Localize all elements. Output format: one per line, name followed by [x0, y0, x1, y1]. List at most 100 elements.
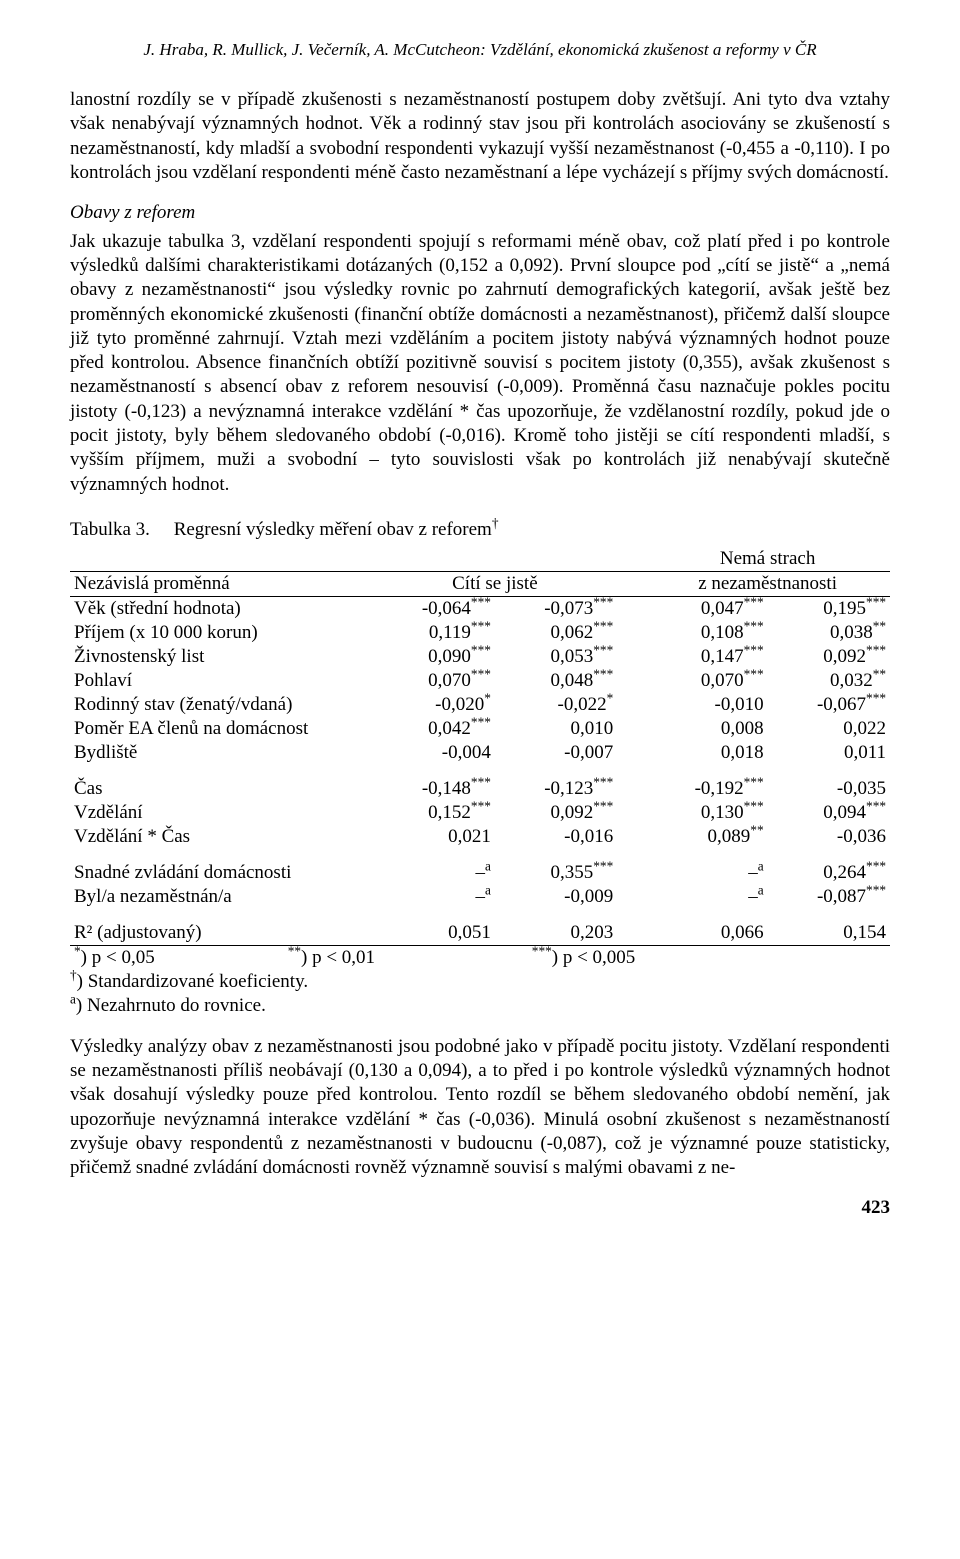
table-cell: 0,047*** — [645, 597, 767, 622]
table-row: Živnostenský list0,090***0,053***0,147**… — [70, 645, 890, 669]
table-row: Pohlaví0,070***0,048***0,070***0,032** — [70, 669, 890, 693]
table-gap — [617, 885, 645, 909]
table-cell: 0,195*** — [768, 597, 890, 622]
table-cell: -0,022* — [495, 693, 617, 717]
table-cell: -0,016 — [495, 825, 617, 849]
table-row-label: Vzdělání — [70, 801, 373, 825]
table-cell: –a — [373, 861, 495, 885]
table-cell: -0,148*** — [373, 777, 495, 801]
table-cell: -0,009 — [495, 885, 617, 909]
table-cell: -0,004 — [373, 741, 495, 765]
footnote-dagger-symbol: † — [70, 968, 77, 983]
table-gap — [617, 861, 645, 885]
table-cell: -0,123*** — [495, 777, 617, 801]
table-row-label: Příjem (x 10 000 korun) — [70, 621, 373, 645]
table-cell: -0,035 — [768, 777, 890, 801]
table-row-label: Byl/a nezaměstnán/a — [70, 885, 373, 909]
table-significance-row: *) p < 0,05 **) p < 0,01 ***) p < 0,005 — [70, 946, 890, 971]
table-cell: 0,032** — [768, 669, 890, 693]
table-gap — [617, 825, 645, 849]
paragraph-3: Výsledky analýzy obav z nezaměstnanosti … — [70, 1035, 890, 1181]
table-cell: 0,355*** — [495, 861, 617, 885]
table-gap — [617, 669, 645, 693]
table-spacer — [70, 909, 890, 921]
paragraph-1: lanostní rozdíly se v případě zkušenosti… — [70, 88, 890, 185]
table-cell: 0,147*** — [645, 645, 767, 669]
table-gap — [617, 645, 645, 669]
table-cell: 0,070*** — [645, 669, 767, 693]
footnote-a: a) Nezahrnuto do rovnice. — [70, 994, 890, 1018]
table-cell: -0,036 — [768, 825, 890, 849]
table-row: Vzdělání * Čas0,021-0,016 0,089**-0,036 — [70, 825, 890, 849]
table-cell: -0,020* — [373, 693, 495, 717]
table-cell: 0,130*** — [645, 801, 767, 825]
table-row: Byl/a nezaměstnán/a–a-0,009–a-0,087*** — [70, 885, 890, 909]
table-cell: 0,092*** — [495, 801, 617, 825]
table-header-row-1: Nemá strach — [70, 547, 890, 572]
table-gap — [617, 741, 645, 765]
footnote-dagger-text: ) Standardizované koeficienty. — [77, 971, 308, 992]
table-header-row-2: Nezávislá proměnná Cítí se jistě z nezam… — [70, 572, 890, 597]
table-cell: 0,038** — [768, 621, 890, 645]
table-cell: 0,018 — [645, 741, 767, 765]
table-cell: –a — [645, 861, 767, 885]
footnote-dagger: †) Standardizované koeficienty. — [70, 970, 890, 994]
section-heading-obavy: Obavy z reforem — [70, 201, 890, 225]
table-cell: 0,152*** — [373, 801, 495, 825]
table-row: Rodinný stav (ženatý/vdaná)-0,020*-0,022… — [70, 693, 890, 717]
table-cell: -0,010 — [645, 693, 767, 717]
table-row: Bydliště-0,004-0,0070,0180,011 — [70, 741, 890, 765]
table-caption-dagger: † — [492, 516, 499, 531]
table-caption: Tabulka 3. Regresní výsledky měření obav… — [70, 519, 890, 541]
table-row-label: Rodinný stav (ženatý/vdaná) — [70, 693, 373, 717]
table-gap — [617, 717, 645, 741]
table-cell: 0,066 — [645, 921, 767, 946]
col-header-nezavisla: Nezávislá proměnná — [70, 572, 373, 597]
table-spacer — [70, 849, 890, 861]
table-gap — [617, 777, 645, 801]
table-cell: 0,089** — [645, 825, 767, 849]
page-number: 423 — [70, 1197, 890, 1219]
table-cell: 0,008 — [645, 717, 767, 741]
table-cell: 0,011 — [768, 741, 890, 765]
table-cell: 0,090*** — [373, 645, 495, 669]
table-row-label: Bydliště — [70, 741, 373, 765]
table-cell: -0,064*** — [373, 597, 495, 622]
paragraph-2: Jak ukazuje tabulka 3, vzdělaní responde… — [70, 230, 890, 497]
table-row-label: Poměr EA členů na domácnost — [70, 717, 373, 741]
table-cell: 0,119*** — [373, 621, 495, 645]
table-caption-text: Regresní výsledky měření obav z reforem — [174, 519, 492, 540]
table-row-label: Čas — [70, 777, 373, 801]
table-cell: -0,087*** — [768, 885, 890, 909]
table-cell: 0,022 — [768, 717, 890, 741]
table-row-label: Vzdělání * Čas — [70, 825, 373, 849]
page-container: J. Hraba, R. Mullick, J. Večerník, A. Mc… — [0, 0, 960, 1249]
table-cell: 0,203 — [495, 921, 617, 946]
table-row: Snadné zvládání domácnosti–a0,355***–a0,… — [70, 861, 890, 885]
table-cell: 0,062*** — [495, 621, 617, 645]
table-gap — [617, 693, 645, 717]
table-cell: 0,070*** — [373, 669, 495, 693]
table-caption-label: Tabulka 3. — [70, 519, 150, 540]
table-body: Věk (střední hodnota)-0,064***-0,073***0… — [70, 597, 890, 971]
footnote-a-text: ) Nezahrnuto do rovnice. — [76, 995, 266, 1016]
table-row-label: Snadné zvládání domácnosti — [70, 861, 373, 885]
table-row: Čas-0,148***-0,123*** -0,192***-0,035 — [70, 777, 890, 801]
table-row: Příjem (x 10 000 korun)0,119***0,062*** 0… — [70, 621, 890, 645]
table-cell: 0,051 — [373, 921, 495, 946]
running-head: J. Hraba, R. Mullick, J. Večerník, A. Mc… — [70, 40, 890, 60]
table-gap — [617, 921, 645, 946]
table-cell: 0,053*** — [495, 645, 617, 669]
table-cell: 0,092*** — [768, 645, 890, 669]
table-cell: -0,192*** — [645, 777, 767, 801]
table-cell: -0,067*** — [768, 693, 890, 717]
table-row: R² (adjustovaný)0,0510,2030,0660,154 — [70, 921, 890, 946]
table-cell: -0,073*** — [495, 597, 617, 622]
table-cell: 0,021 — [373, 825, 495, 849]
table-cell: –a — [645, 885, 767, 909]
table-3: Nemá strach Nezávislá proměnná Cítí se j… — [70, 547, 890, 970]
table-cell: 0,010 — [495, 717, 617, 741]
table-footnotes: †) Standardizované koeficienty. a) Nezah… — [70, 970, 890, 1019]
table-row-label: Věk (střední hodnota) — [70, 597, 373, 622]
table-cell: 0,042*** — [373, 717, 495, 741]
